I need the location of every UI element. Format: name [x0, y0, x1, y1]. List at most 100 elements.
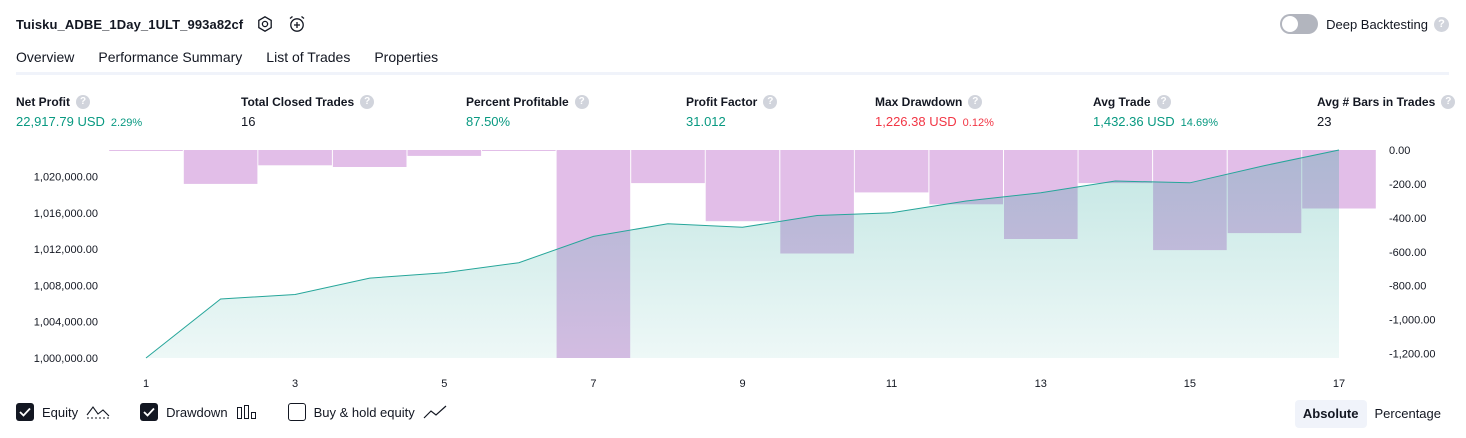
x-axis-tick: 1: [143, 378, 149, 390]
left-axis-tick: 1,012,000.00: [34, 244, 98, 256]
x-axis: 1 3 5 7 9 11 13 15 17: [143, 378, 1345, 390]
drawdown-bars-icon: [236, 405, 256, 419]
metric-avg-bars-in-trades: Avg # Bars in Trades? 23: [1317, 94, 1456, 129]
help-icon[interactable]: ?: [763, 94, 778, 109]
right-axis-tick: -400.00: [1389, 213, 1426, 225]
metric-net-profit: Net Profit? 22,917.79 USD 2.29%: [16, 94, 142, 129]
help-icon[interactable]: ?: [968, 94, 983, 109]
drawdown-bar: [258, 150, 332, 166]
toggle-knob: [1282, 16, 1299, 32]
metric-percent: 14.69%: [1180, 117, 1218, 129]
right-axis: 0.00 -200.00 -400.00 -600.00 -800.00 -1,000.0…: [1389, 145, 1435, 361]
deep-backtesting-toggle[interactable]: [1280, 14, 1319, 34]
deep-backtesting-label: Deep Backtesting: [1326, 16, 1428, 32]
metric-value: 1,226.38 USD: [875, 114, 957, 129]
x-axis-tick: 5: [441, 378, 447, 390]
equity-drawdown-chart[interactable]: 1,000,000.00 1,004,000.00 1,008,000.00 1,01…: [0, 140, 1466, 395]
legend-equity[interactable]: Equity: [16, 403, 110, 421]
tab-divider: [16, 72, 1449, 75]
x-axis-tick: 9: [739, 378, 745, 390]
legend-buy-hold-equity[interactable]: Buy & hold equity: [287, 403, 447, 421]
legend-drawdown[interactable]: Drawdown: [140, 403, 257, 421]
tab-list-of-trades[interactable]: List of Trades: [266, 49, 351, 65]
metric-percent-profitable: Percent Profitable? 87.50%: [466, 94, 589, 129]
gear-icon-graphic: [258, 16, 273, 32]
absolute-button[interactable]: Absolute: [1294, 400, 1367, 428]
left-axis-tick: 1,016,000.00: [34, 208, 98, 220]
x-axis-tick: 13: [1035, 378, 1047, 390]
drawdown-bar: [929, 150, 1003, 205]
strategy-name: Tuisku_ADBE_1Day_1ULT_993a82cf: [16, 16, 244, 32]
metric-value: 23: [1317, 114, 1332, 129]
x-axis-tick: 15: [1184, 378, 1196, 390]
tab-properties[interactable]: Properties: [374, 49, 439, 65]
x-axis-tick: 17: [1333, 378, 1345, 390]
legend-label: Equity: [42, 404, 79, 420]
equity-area: [146, 150, 1339, 358]
right-axis-tick: -1,000.00: [1389, 315, 1435, 327]
help-icon[interactable]: ?: [1434, 16, 1449, 32]
metric-label: Profit Factor: [686, 94, 758, 109]
chart-legend: Equity Drawdown Buy & hold equity: [16, 403, 477, 421]
alarm-clock-plus-icon-graphic: [289, 15, 305, 32]
metric-value: 1,432.36 USD: [1093, 114, 1175, 129]
right-axis-tick: -800.00: [1389, 281, 1426, 293]
x-axis-tick: 11: [886, 378, 897, 390]
metric-value: 22,917.79 USD: [16, 114, 105, 129]
drawdown-bar: [109, 150, 183, 151]
equity-line-icon: [86, 406, 110, 419]
percentage-button[interactable]: Percentage: [1374, 406, 1442, 421]
gear-icon[interactable]: [255, 14, 275, 34]
x-axis-tick: 7: [590, 378, 596, 390]
help-icon[interactable]: ?: [360, 94, 375, 109]
metric-total-closed-trades: Total Closed Trades? 16: [241, 94, 375, 129]
right-axis-tick: -200.00: [1389, 179, 1426, 191]
header-bar: Tuisku_ADBE_1Day_1ULT_993a82cf: [16, 12, 307, 36]
drawdown-bar: [631, 150, 705, 184]
help-icon[interactable]: ?: [76, 94, 90, 109]
metric-value: 87.50%: [466, 114, 511, 129]
drawdown-bar: [332, 150, 407, 167]
metric-label: Avg # Bars in Trades: [1317, 94, 1436, 109]
drawdown-bar: [705, 150, 780, 222]
metric-avg-trade: Avg Trade? 1,432.36 USD 14.69%: [1093, 94, 1218, 129]
metric-label: Net Profit: [16, 94, 70, 109]
alarm-clock-plus-icon[interactable]: [287, 14, 307, 34]
check-icon: [143, 407, 155, 417]
deep-backtesting: Deep Backtesting ?: [1280, 14, 1449, 34]
drawdown-bar: [183, 150, 258, 184]
help-icon[interactable]: ?: [1156, 94, 1171, 109]
drawdown-bar: [1078, 150, 1153, 184]
metric-value: 31.012: [686, 114, 726, 129]
left-axis-tick: 1,004,000.00: [34, 317, 98, 329]
drawdown-bar: [854, 150, 929, 193]
right-axis-tick: -1,200.00: [1389, 349, 1435, 361]
tab-overview[interactable]: Overview: [16, 46, 75, 75]
tab-bar: Overview Performance Summary List of Tra…: [16, 46, 462, 75]
equity-line: [145, 149, 1340, 359]
right-axis-tick: 0.00: [1389, 145, 1410, 157]
check-icon: [19, 407, 31, 417]
scale-toggle: Absolute Percentage: [1294, 400, 1449, 428]
left-axis: 1,000,000.00 1,004,000.00 1,008,000.00 1,01…: [34, 172, 98, 366]
metric-label: Percent Profitable: [466, 94, 569, 109]
buy-hold-line-icon: [423, 405, 447, 419]
metric-percent: 2.29%: [110, 117, 143, 129]
left-axis-tick: 1,020,000.00: [34, 172, 98, 184]
metric-label: Max Drawdown: [875, 94, 963, 109]
tab-performance-summary[interactable]: Performance Summary: [98, 49, 243, 65]
equity-checkbox[interactable]: [16, 403, 34, 421]
drawdown-checkbox[interactable]: [140, 403, 159, 421]
metric-profit-factor: Profit Factor? 31.012: [686, 94, 778, 129]
metric-label: Avg Trade: [1093, 94, 1151, 109]
left-axis-tick: 1,008,000.00: [34, 280, 98, 292]
drawdown-bar: [482, 150, 556, 151]
x-axis-tick: 3: [292, 378, 298, 390]
buy-hold-checkbox[interactable]: [287, 403, 306, 421]
right-axis-tick: -600.00: [1389, 247, 1426, 259]
metric-percent: 0.12%: [962, 117, 994, 129]
metric-value: 16: [241, 114, 256, 129]
help-icon[interactable]: ?: [1441, 94, 1456, 109]
help-icon[interactable]: ?: [574, 94, 589, 109]
legend-label: Buy & hold equity: [313, 404, 415, 420]
